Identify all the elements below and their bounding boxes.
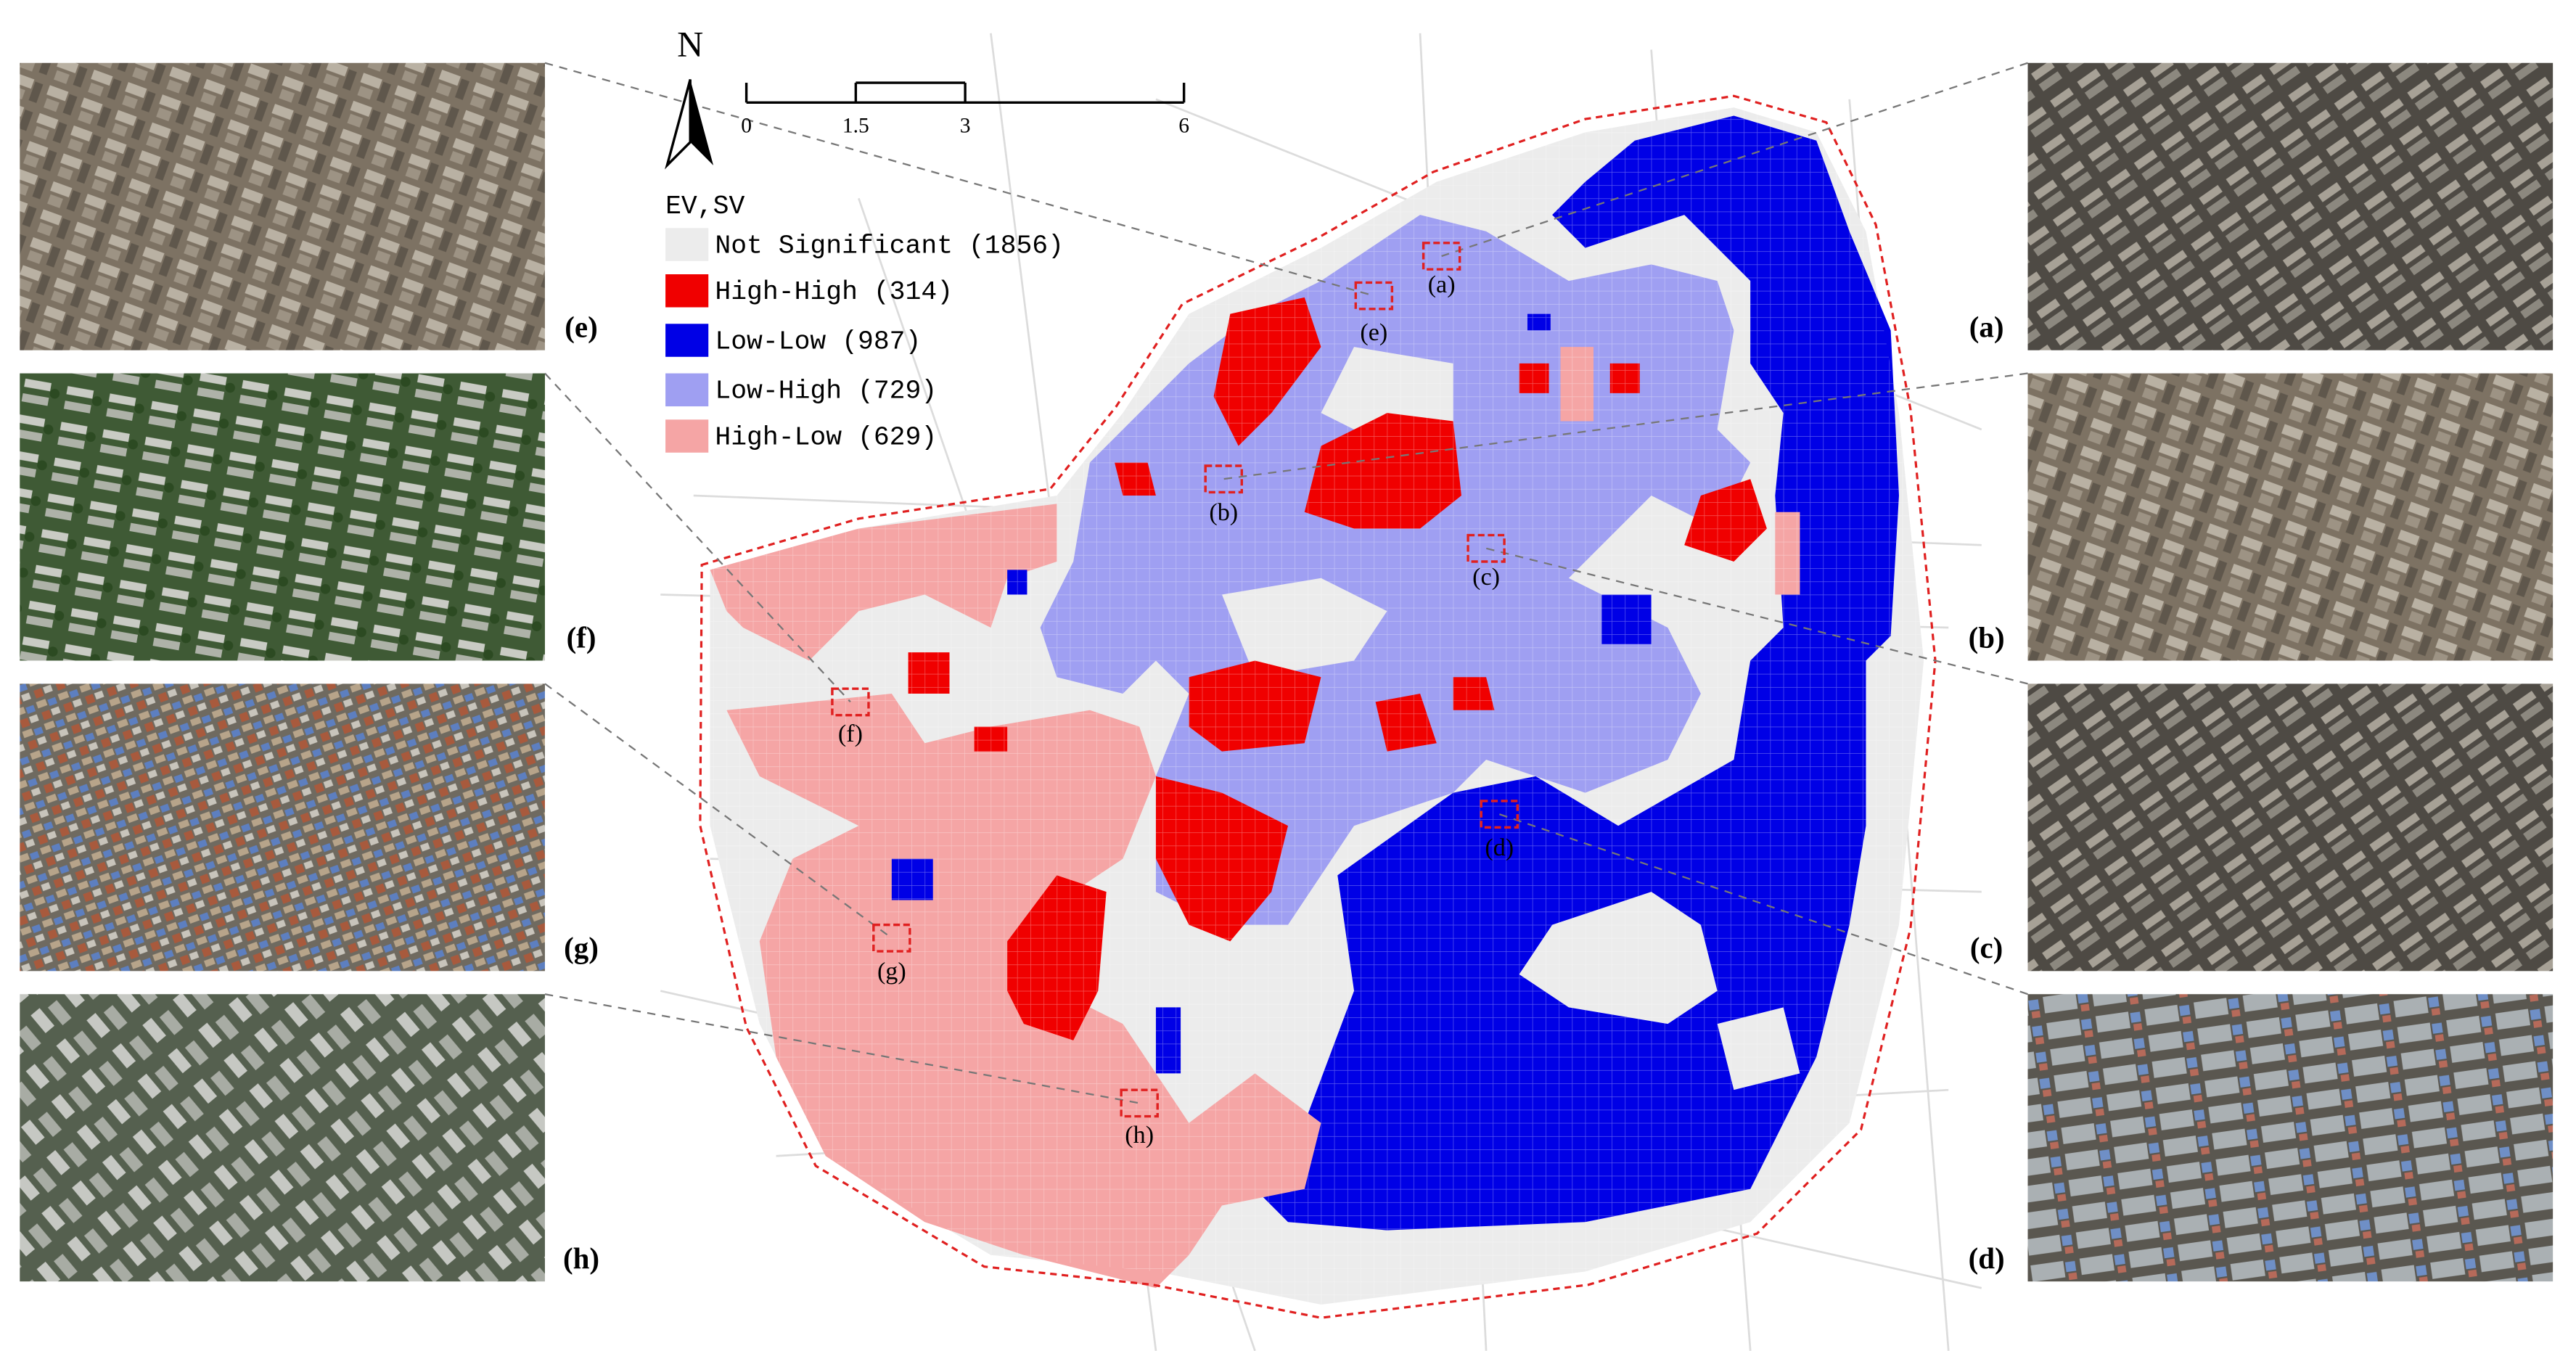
site-label: (b) (1209, 499, 1238, 526)
site-label: (g) (877, 958, 906, 985)
grid-overlay (710, 107, 1924, 1305)
satellite-image (20, 994, 545, 1282)
panel-label: (c) (1970, 931, 2003, 964)
satellite-image (2027, 994, 2554, 1282)
site-box (1422, 242, 1461, 271)
scale-bar: 0 1.5 3 6 (741, 81, 1189, 137)
site-label: (f) (838, 720, 863, 747)
site-label: (d) (1485, 834, 1514, 861)
satellite-image (2027, 373, 2554, 661)
site-markers: (a) (b) (c) (d) (e) (f) (g) (h) (831, 242, 1519, 1149)
legend-swatch (665, 228, 709, 261)
leader-line (1223, 372, 2028, 480)
scale-bar-line (746, 81, 1184, 104)
leader-line (544, 993, 1140, 1104)
site-label: (e) (1360, 319, 1387, 346)
legend-label: Low-Low (987) (715, 327, 921, 356)
legend-label: Not Significant (1856) (715, 231, 1064, 260)
satellite-image (20, 62, 545, 350)
site-box (872, 923, 911, 953)
leader-line (544, 683, 893, 939)
legend: EV,SV Not Significant (1856) High-High (3… (665, 192, 1064, 453)
legend-label: High-High (314) (715, 277, 953, 307)
site-label: (c) (1472, 564, 1500, 591)
site-box (1120, 1088, 1159, 1118)
legend-title: EV,SV (665, 192, 745, 221)
legend-swatch (665, 324, 709, 357)
scale-label: 1.5 (842, 114, 869, 137)
leader-line (544, 62, 1374, 297)
panel-label: (d) (1969, 1241, 2005, 1275)
north-arrow-right (690, 79, 714, 165)
leader-line (544, 372, 851, 703)
scale-label: 3 (960, 114, 971, 137)
site-box (1204, 464, 1243, 494)
leader-lines (544, 62, 2028, 1104)
north-arrow-left (665, 79, 692, 170)
legend-swatch (665, 419, 709, 453)
scale-label: 6 (1178, 114, 1189, 137)
panel-label: (a) (1969, 310, 2004, 343)
satellite-panels: (a) (b) (c) (d) (e) (f) (g) (h) (20, 62, 2554, 1282)
study-boundary (699, 94, 1937, 1319)
panel-label: (e) (565, 310, 597, 343)
legend-label: High-Low (629) (715, 422, 937, 452)
site-box (831, 687, 870, 717)
site-box (1467, 533, 1506, 563)
panel-label: (g) (564, 931, 599, 964)
leader-line (1485, 547, 2028, 685)
satellite-image (20, 683, 545, 972)
north-arrow: N (665, 24, 714, 170)
legend-swatch (665, 373, 709, 407)
site-box (1354, 281, 1394, 311)
satellite-image (20, 373, 545, 661)
site-label: (a) (1428, 271, 1456, 298)
scale-label: 0 (741, 114, 752, 137)
leader-line (1498, 813, 2028, 995)
site-label: (h) (1125, 1122, 1154, 1149)
north-label: N (677, 24, 703, 65)
legend-label: Low-High (729) (715, 377, 937, 406)
panel-label: (b) (1969, 620, 2005, 654)
satellite-image (2027, 683, 2554, 972)
panel-label: (h) (563, 1241, 599, 1275)
satellite-image (2027, 62, 2554, 350)
map (699, 94, 1937, 1319)
panel-label: (f) (567, 620, 596, 654)
legend-swatch (665, 274, 709, 308)
